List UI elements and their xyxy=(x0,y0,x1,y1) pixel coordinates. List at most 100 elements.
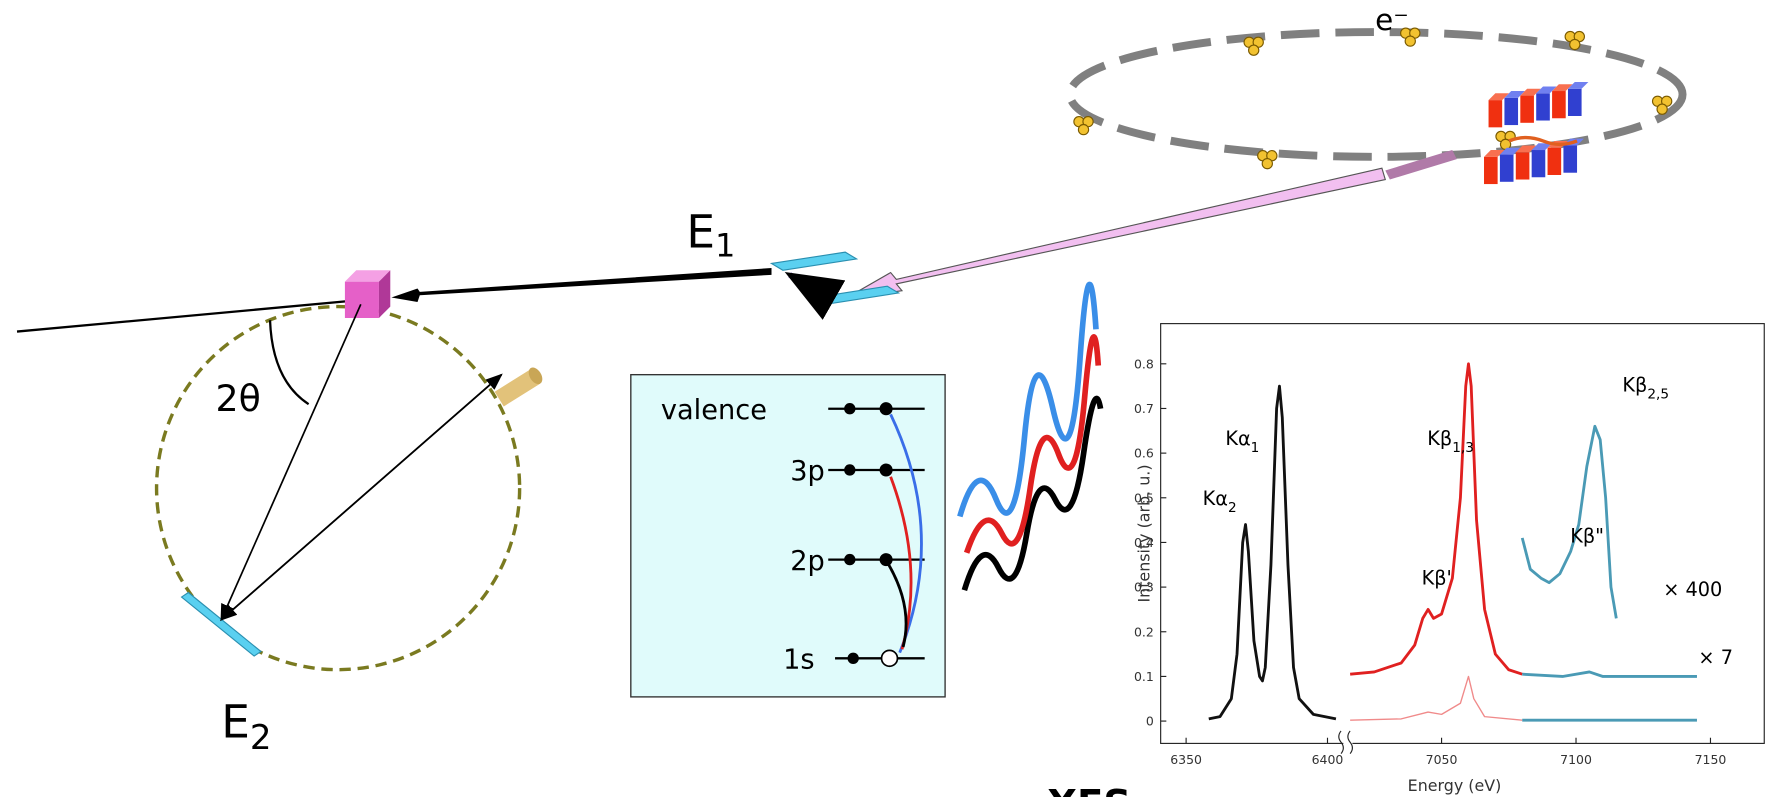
magnet-top xyxy=(1515,145,1537,153)
peak-label: Kβ1,3 xyxy=(1427,427,1474,456)
magnet-top xyxy=(1488,93,1509,101)
level-label: 1s xyxy=(783,645,815,676)
peak-name: Kα xyxy=(1225,427,1250,450)
magnet xyxy=(1547,147,1562,175)
x-tick-label: 6400 xyxy=(1312,752,1344,767)
magnet-top xyxy=(1499,147,1521,155)
e1-sub: 1 xyxy=(715,229,735,265)
peak-sub: 2 xyxy=(1228,500,1237,516)
analyzer-crystal xyxy=(180,591,262,657)
wave-black xyxy=(961,395,1104,592)
y-tick-label: 0.4 xyxy=(1134,535,1154,550)
sample-top xyxy=(344,270,391,282)
peak-label: Kα2 xyxy=(1203,487,1237,516)
plot-frame xyxy=(1160,323,1765,744)
spectrum-line xyxy=(1522,670,1697,678)
undulator xyxy=(1484,81,1589,185)
transition-black xyxy=(887,563,908,648)
hole xyxy=(880,649,899,668)
magnet xyxy=(1499,154,1514,182)
electron-dot xyxy=(879,553,893,567)
pink-beam xyxy=(844,167,1387,300)
electron-dot xyxy=(844,553,856,566)
electrons xyxy=(1073,27,1673,170)
y-tick-label: 0.6 xyxy=(1134,446,1154,461)
electron-label: e⁻ xyxy=(1375,3,1409,37)
peak-label: × 400 xyxy=(1663,578,1722,601)
magnet xyxy=(1488,100,1503,128)
angle-label: 2θ xyxy=(216,377,261,420)
x-tick-label: 7150 xyxy=(1695,752,1727,767)
electron xyxy=(1248,44,1260,56)
peak-name: Kβ' xyxy=(1422,567,1452,590)
magnet xyxy=(1520,95,1534,123)
angle-arc xyxy=(268,320,310,406)
peak-name: Kβ xyxy=(1427,427,1452,450)
peak-name: Kβ xyxy=(1622,374,1647,397)
magnet-top xyxy=(1504,91,1525,98)
x-tick-label: 6350 xyxy=(1170,752,1202,767)
diffracted-ray xyxy=(219,374,503,621)
electron xyxy=(1569,38,1581,51)
y-axis-label: Intensity (arb. u.) xyxy=(1134,464,1153,602)
electron-dot xyxy=(844,464,856,476)
electron xyxy=(1404,35,1416,47)
sample-side xyxy=(378,270,391,318)
storage-ring xyxy=(1065,28,1687,161)
e2-main: E xyxy=(221,696,250,749)
spectrum-line xyxy=(1350,362,1523,676)
peak-name: Kβ" xyxy=(1570,525,1604,548)
e1-label: E1 xyxy=(686,206,735,265)
magnet xyxy=(1484,156,1498,185)
mono-beam xyxy=(391,268,772,303)
y-tick-label: 0.5 xyxy=(1134,490,1154,505)
x-tick-label: 7050 xyxy=(1426,752,1458,767)
levels: valence 3p 2p 1s xyxy=(661,395,925,676)
magnet xyxy=(1515,152,1530,180)
peak-label: Kα1 xyxy=(1225,427,1259,456)
e2-sub: 2 xyxy=(250,718,272,758)
beam-line xyxy=(16,298,364,333)
level-box xyxy=(630,373,946,698)
e1-main: E xyxy=(686,206,715,259)
magnet xyxy=(1563,145,1578,173)
magnet-top xyxy=(1552,84,1573,92)
magnet-top xyxy=(1567,81,1589,89)
peak-sub: 1,3 xyxy=(1452,440,1474,456)
transition-blue xyxy=(889,413,923,654)
y-tick-label: 0.8 xyxy=(1134,356,1154,371)
magnet-top xyxy=(1520,88,1541,96)
electron-dot xyxy=(844,403,856,415)
e2-label: E2 xyxy=(221,696,271,758)
x-tick-label: 7100 xyxy=(1560,752,1592,767)
spectrum-line xyxy=(1208,384,1337,721)
mono-crystal xyxy=(812,285,901,305)
level-label: valence xyxy=(661,395,767,426)
emission-ray xyxy=(220,303,362,622)
peak-label: × 7 xyxy=(1698,646,1733,669)
undulator-radiation xyxy=(1508,135,1578,147)
electron-dot xyxy=(879,463,893,477)
magnet xyxy=(1531,150,1546,178)
electron-dot xyxy=(879,402,893,416)
spectrum-line xyxy=(1520,424,1618,619)
level-label: 3p xyxy=(790,456,825,487)
wave-red xyxy=(963,334,1102,554)
y-tick-label: 0.7 xyxy=(1134,401,1154,416)
bottom-label: XES xyxy=(1047,782,1131,797)
peak-name: × 7 xyxy=(1698,646,1733,669)
level-label: 2p xyxy=(790,546,825,577)
electron xyxy=(1656,103,1668,115)
y-tick-label: 0.1 xyxy=(1134,669,1154,684)
mono-crystal xyxy=(769,251,859,271)
mono-arrow xyxy=(784,272,846,320)
peak-label: Kβ2,5 xyxy=(1622,374,1669,403)
x-axis-label: Energy (eV) xyxy=(1408,776,1502,795)
beam-stub xyxy=(1385,150,1457,180)
peak-name: Kα xyxy=(1203,487,1228,510)
magnet xyxy=(1536,93,1550,121)
peak-sub: 1 xyxy=(1251,440,1260,456)
peak-label: Kβ" xyxy=(1570,525,1604,548)
